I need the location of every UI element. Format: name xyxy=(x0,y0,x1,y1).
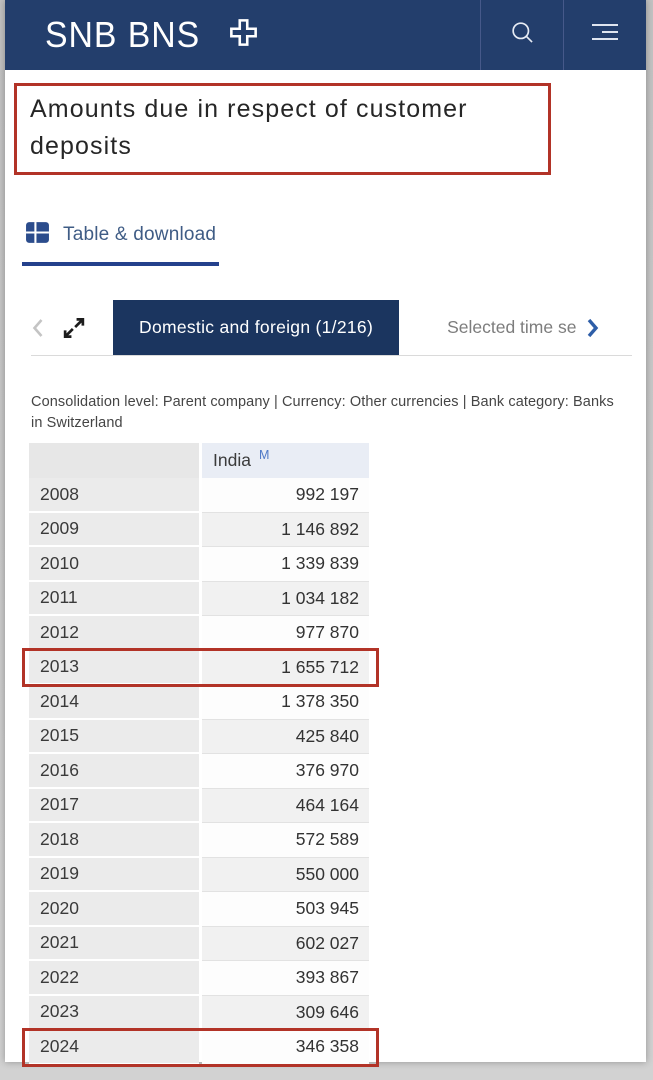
value-cell: 1 034 182 xyxy=(202,581,369,616)
value-cell: 572 589 xyxy=(202,823,369,858)
value-cell: 1 378 350 xyxy=(202,685,369,720)
table-row: 2016 376 970 xyxy=(29,754,369,789)
year-cell: 2022 xyxy=(29,961,199,996)
table-header-row: India M xyxy=(29,443,369,478)
value-cell: 393 867 xyxy=(202,961,369,996)
value-cell: 309 646 xyxy=(202,995,369,1030)
table-row: 2017 464 164 xyxy=(29,788,369,823)
value-cell: 425 840 xyxy=(202,719,369,754)
series-tab-next[interactable]: Selected time se xyxy=(447,317,577,337)
year-cell: 2024 xyxy=(29,1030,199,1065)
table-row: 2019 550 000 xyxy=(29,857,369,892)
table-row: 2024 346 358 xyxy=(22,1027,379,1066)
year-cell: 2017 xyxy=(29,788,199,823)
value-cell: 1 339 839 xyxy=(202,547,369,582)
main-content: Amounts due in respect of customer depos… xyxy=(5,83,646,1066)
data-table: India M 2008 992 197 2009 1 146 892 2010 1 33… xyxy=(22,443,379,1066)
value-cell: 376 970 xyxy=(202,754,369,789)
menu-button[interactable] xyxy=(563,0,646,70)
page: SNB BNS xyxy=(5,0,646,1066)
year-cell: 2023 xyxy=(29,995,199,1030)
snb-logo[interactable]: SNB BNS xyxy=(5,0,480,70)
swiss-cross-icon xyxy=(228,17,259,53)
table-icon xyxy=(25,221,50,249)
value-cell: 602 027 xyxy=(202,926,369,961)
table-row: 2010 1 339 839 xyxy=(29,547,369,582)
page-title: Amounts due in respect of customer depos… xyxy=(30,95,468,160)
table-row: 2009 1 146 892 xyxy=(29,512,369,547)
table-row: 2008 992 197 xyxy=(29,478,369,513)
table-row: 2013 1 655 712 xyxy=(22,648,379,687)
year-cell: 2008 xyxy=(29,478,199,513)
year-header-cell xyxy=(29,443,199,478)
year-cell: 2015 xyxy=(29,719,199,754)
series-selector: Domestic and foreign (1/216) Selected ti… xyxy=(31,300,632,356)
table-row: 2022 393 867 xyxy=(29,961,369,996)
chevron-right-icon[interactable] xyxy=(586,318,600,338)
value-cell: 346 358 xyxy=(202,1030,369,1065)
table-row: 2018 572 589 xyxy=(29,823,369,858)
footnote-marker: M xyxy=(258,447,270,462)
logo-text: SNB BNS xyxy=(45,14,201,55)
value-cell: 977 870 xyxy=(202,616,369,651)
app-header: SNB BNS xyxy=(5,0,646,70)
filter-summary: Consolidation level: Parent company | Cu… xyxy=(31,394,614,431)
series-header-cell: India M xyxy=(202,443,369,478)
table-row: 2014 1 378 350 xyxy=(29,685,369,720)
year-cell: 2009 xyxy=(29,512,199,547)
value-cell: 550 000 xyxy=(202,857,369,892)
chevron-left-icon[interactable] xyxy=(31,318,44,338)
tab-label: Table & download xyxy=(63,224,217,245)
table-row: 2023 309 646 xyxy=(29,995,369,1030)
year-cell: 2021 xyxy=(29,926,199,961)
year-cell: 2014 xyxy=(29,685,199,720)
search-button[interactable] xyxy=(480,0,563,70)
year-cell: 2020 xyxy=(29,892,199,927)
value-cell: 1 146 892 xyxy=(202,512,369,547)
table-row: 2021 602 027 xyxy=(29,926,369,961)
year-cell: 2010 xyxy=(29,547,199,582)
title-annotation-box: Amounts due in respect of customer depos… xyxy=(14,83,551,175)
menu-icon xyxy=(591,21,619,49)
expand-icon[interactable] xyxy=(60,314,88,342)
active-tab-underline xyxy=(22,262,219,266)
series-tab-active[interactable]: Domestic and foreign (1/216) xyxy=(113,300,400,355)
value-cell: 503 945 xyxy=(202,892,369,927)
year-cell: 2013 xyxy=(29,650,199,685)
table-row: 2015 425 840 xyxy=(29,719,369,754)
year-cell: 2011 xyxy=(29,581,199,616)
value-cell: 1 655 712 xyxy=(202,650,369,685)
search-icon xyxy=(509,19,536,51)
value-cell: 464 164 xyxy=(202,788,369,823)
year-cell: 2018 xyxy=(29,823,199,858)
value-cell: 992 197 xyxy=(202,478,369,513)
table-row: 2012 977 870 xyxy=(29,616,369,651)
tab-table-download[interactable]: Table & download xyxy=(25,221,646,249)
year-cell: 2012 xyxy=(29,616,199,651)
table-body: 2008 992 197 2009 1 146 892 2010 1 339 839 201… xyxy=(22,478,379,1066)
table-row: 2011 1 034 182 xyxy=(29,581,369,616)
year-cell: 2019 xyxy=(29,857,199,892)
year-cell: 2016 xyxy=(29,754,199,789)
series-header-label: India xyxy=(213,450,251,470)
table-row: 2020 503 945 xyxy=(29,892,369,927)
